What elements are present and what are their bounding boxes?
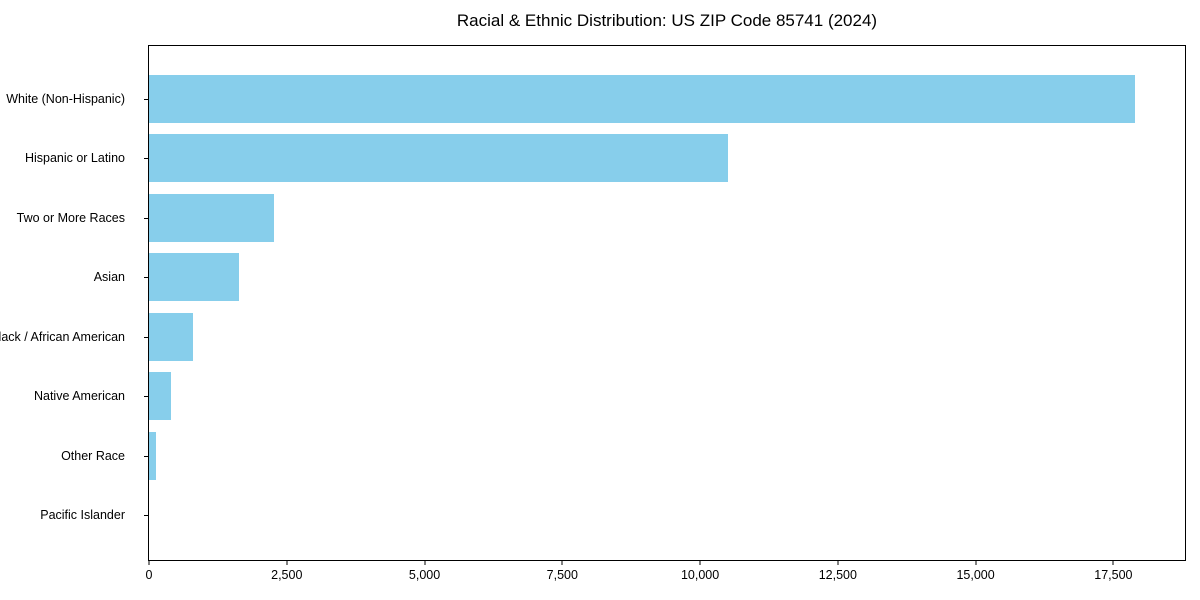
y-tick-label: Asian xyxy=(93,270,125,285)
x-tick-label: 5,000 xyxy=(408,568,441,582)
x-tick-mark xyxy=(561,560,563,565)
chart-title: Racial & Ethnic Distribution: US ZIP Cod… xyxy=(456,11,878,30)
x-tick-mark xyxy=(699,560,701,565)
y-tick-mark xyxy=(144,455,149,457)
x-tick-mark xyxy=(424,560,426,565)
y-tick-label: Two or More Races xyxy=(16,210,125,225)
y-tick-label: Native American xyxy=(33,389,125,404)
x-tick-mark xyxy=(975,560,977,565)
y-tick-label: Hispanic or Latino xyxy=(24,151,125,166)
x-tick-label: 0 xyxy=(145,568,153,582)
bar xyxy=(149,193,274,242)
bar xyxy=(149,431,156,480)
y-tick-mark xyxy=(144,396,149,398)
bar xyxy=(149,75,1136,123)
y-tick-mark xyxy=(144,99,149,100)
y-tick-mark xyxy=(144,336,149,338)
y-tick-mark xyxy=(144,515,149,516)
y-tick-label: Black / African American xyxy=(0,329,125,344)
y-tick-mark xyxy=(144,277,149,279)
x-tick-mark xyxy=(286,560,288,565)
plot-area: White (Non-Hispanic) Hispanic or Latino Tw… xyxy=(0,45,1186,582)
bar xyxy=(149,372,172,421)
x-tick-label: 10,000 xyxy=(680,568,720,582)
x-tick-mark xyxy=(148,560,150,565)
x-tick-mark xyxy=(837,560,839,565)
x-tick-label: 2,500 xyxy=(271,568,303,582)
x-tick-label: 12,500 xyxy=(818,568,857,582)
y-tick-label: Pacific Islander xyxy=(40,508,125,522)
x-tick-mark xyxy=(1112,560,1114,565)
y-tick-mark xyxy=(144,158,149,160)
x-tick-label: 17,500 xyxy=(1094,568,1133,582)
y-tick-label: Other Race xyxy=(61,448,125,463)
y-tick-label: White (Non-Hispanic) xyxy=(6,92,125,106)
bar xyxy=(149,134,728,183)
bar xyxy=(149,253,239,302)
x-tick-label: 7,500 xyxy=(546,568,578,582)
bar xyxy=(149,312,194,361)
y-tick-mark xyxy=(144,217,149,219)
x-tick-label: 15,000 xyxy=(956,568,995,582)
